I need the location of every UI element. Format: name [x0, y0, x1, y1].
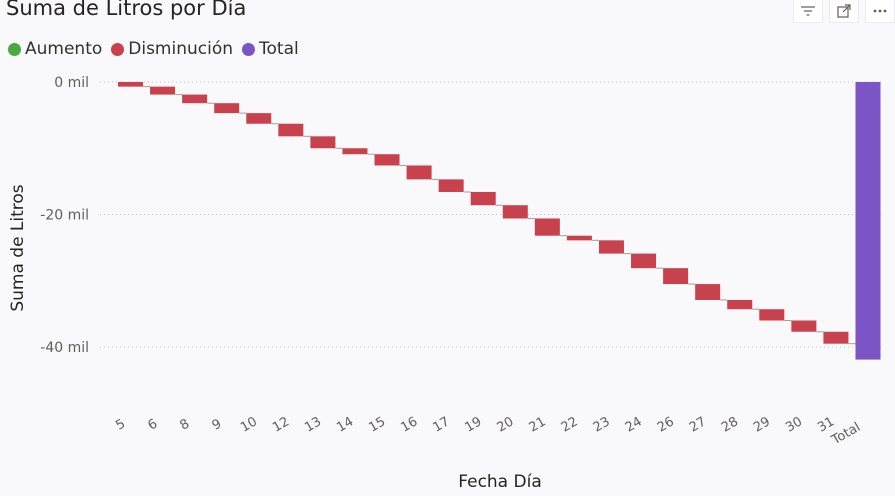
- legend-marker-disminucion: [111, 42, 125, 56]
- bar-disminucion: [566, 235, 592, 241]
- y-tick-label: 0 mil: [54, 75, 89, 91]
- x-tick-label: 19: [463, 414, 485, 435]
- bar-disminucion: [278, 123, 304, 137]
- x-tick-label: 31: [815, 414, 837, 435]
- focus-mode-button[interactable]: [829, 0, 859, 23]
- x-tick-label: 26: [655, 414, 677, 435]
- bar-disminucion: [118, 82, 143, 87]
- y-tick-label: -20 mil: [40, 208, 89, 224]
- x-tick-label: 10: [238, 414, 260, 435]
- legend-label-aumento: Aumento: [25, 39, 103, 59]
- x-tick-label: 29: [751, 414, 773, 435]
- bar-disminucion: [823, 331, 849, 344]
- bar-disminucion: [631, 253, 657, 269]
- more-options-icon: [873, 9, 887, 13]
- x-tick-label: 8: [178, 416, 193, 433]
- x-tick-label: 16: [398, 414, 420, 435]
- x-tick-label: 9: [210, 416, 225, 433]
- x-tick-label: 21: [527, 414, 549, 435]
- x-tick-label: 22: [559, 414, 581, 435]
- x-tick-label: 27: [687, 414, 709, 435]
- x-tick-label: 5: [113, 416, 128, 433]
- legend-item-total[interactable]: Total: [242, 39, 299, 59]
- bar-disminucion: [791, 320, 817, 332]
- bar-disminucion: [150, 86, 176, 95]
- bar-total: [855, 82, 881, 360]
- bar-disminucion: [759, 309, 785, 321]
- bar-disminucion: [727, 299, 753, 310]
- filter-icon: [801, 6, 815, 16]
- legend-item-disminucion[interactable]: Disminución: [111, 39, 233, 59]
- y-tick-label: -40 mil: [40, 340, 89, 356]
- x-axis-title: Fecha Día: [458, 472, 542, 492]
- legend-marker-total: [242, 42, 256, 56]
- x-tick-label: 28: [719, 414, 741, 435]
- bar-disminucion: [502, 205, 528, 219]
- bar-disminucion: [406, 165, 432, 180]
- filter-button[interactable]: [793, 0, 823, 23]
- bar-disminucion: [438, 179, 464, 192]
- bar-disminucion: [310, 136, 336, 149]
- x-tick-label: 14: [334, 414, 356, 435]
- bar-disminucion: [246, 113, 272, 124]
- bar-disminucion: [374, 154, 400, 166]
- x-tick-label: 15: [366, 414, 388, 435]
- chart-title: Suma de Litros por Día: [6, 0, 247, 20]
- x-tick-label: 17: [430, 414, 452, 435]
- legend-label-disminucion: Disminución: [128, 39, 234, 59]
- bar-disminucion: [663, 268, 689, 285]
- x-tick-label: 23: [591, 414, 613, 435]
- x-tick-label: 24: [623, 414, 645, 435]
- bar-disminucion: [598, 240, 624, 254]
- visual-header-toolbar: [793, 0, 895, 23]
- legend: Aumento Disminución Total: [8, 39, 308, 59]
- focus-mode-icon: [837, 4, 851, 18]
- bar-disminucion: [470, 191, 496, 206]
- x-tick-label: 13: [302, 414, 324, 435]
- legend-label-total: Total: [259, 39, 299, 59]
- bar-disminucion: [534, 218, 560, 236]
- x-tick-label: 12: [270, 414, 292, 435]
- bar-disminucion: [214, 103, 240, 114]
- legend-item-aumento[interactable]: Aumento: [8, 39, 102, 59]
- legend-marker-aumento: [8, 42, 21, 56]
- bar-disminucion: [182, 94, 208, 104]
- x-tick-label: 20: [495, 414, 517, 435]
- x-tick-label: 30: [783, 414, 805, 435]
- bar-disminucion: [342, 148, 368, 155]
- bar-disminucion: [695, 284, 721, 300]
- x-tick-label: 6: [145, 416, 160, 433]
